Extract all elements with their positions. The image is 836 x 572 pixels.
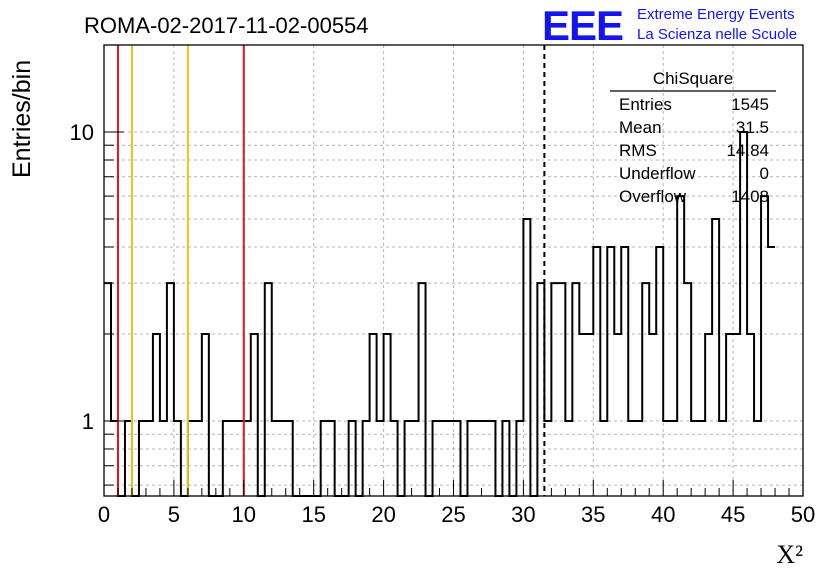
x-tick-label: 0 bbox=[98, 502, 110, 527]
eee-logo-line2: La Scienza nelle Scuole bbox=[637, 26, 797, 43]
x-tick-label: 25 bbox=[441, 502, 465, 527]
stats-value: 31.5 bbox=[736, 118, 769, 137]
eee-logo-mark: EEE bbox=[542, 2, 623, 49]
stats-label: RMS bbox=[619, 141, 657, 160]
stats-label: Entries bbox=[619, 95, 672, 114]
x-tick-label: 15 bbox=[301, 502, 325, 527]
histogram-outline bbox=[104, 130, 776, 497]
x-tick-label: 10 bbox=[232, 502, 256, 527]
stats-value: 1408 bbox=[731, 187, 769, 206]
stats-value: 1545 bbox=[731, 95, 769, 114]
axes: 0 5 10 15 20 25 30 35 40 45 50 1 10 bbox=[70, 44, 815, 527]
y-axis-label: Entries/bin bbox=[8, 60, 36, 178]
x-axis-label: X² bbox=[776, 540, 803, 569]
x-tick-label: 40 bbox=[651, 502, 675, 527]
x-tick-label: 50 bbox=[791, 502, 815, 527]
x-tick-label: 30 bbox=[511, 502, 535, 527]
chart-title: ROMA-02-2017-11-02-00554 bbox=[84, 13, 369, 38]
x-tick-label: 5 bbox=[168, 502, 180, 527]
stats-value: 14.84 bbox=[726, 141, 769, 160]
stats-title: ChiSquare bbox=[653, 69, 733, 88]
stats-label: Underflow bbox=[619, 164, 696, 183]
stats-box: ChiSquare Entries 1545 Mean 31.5 RMS 14.84 Unde… bbox=[610, 69, 776, 206]
histogram-series bbox=[104, 130, 776, 497]
reference-lines bbox=[116, 45, 546, 496]
stats-value: 0 bbox=[760, 164, 769, 183]
stats-label: Overflow bbox=[619, 187, 687, 206]
x-tick-label: 20 bbox=[371, 502, 395, 527]
x-tick-label: 45 bbox=[721, 502, 745, 527]
eee-logo: EEE Extreme Energy Events La Scienza nel… bbox=[542, 2, 797, 49]
eee-logo-line1: Extreme Energy Events bbox=[637, 6, 795, 23]
stats-label: Mean bbox=[619, 118, 662, 137]
y-tick-label: 1 bbox=[82, 409, 94, 434]
x-tick-label: 35 bbox=[581, 502, 605, 527]
y-tick-label: 10 bbox=[70, 120, 94, 145]
